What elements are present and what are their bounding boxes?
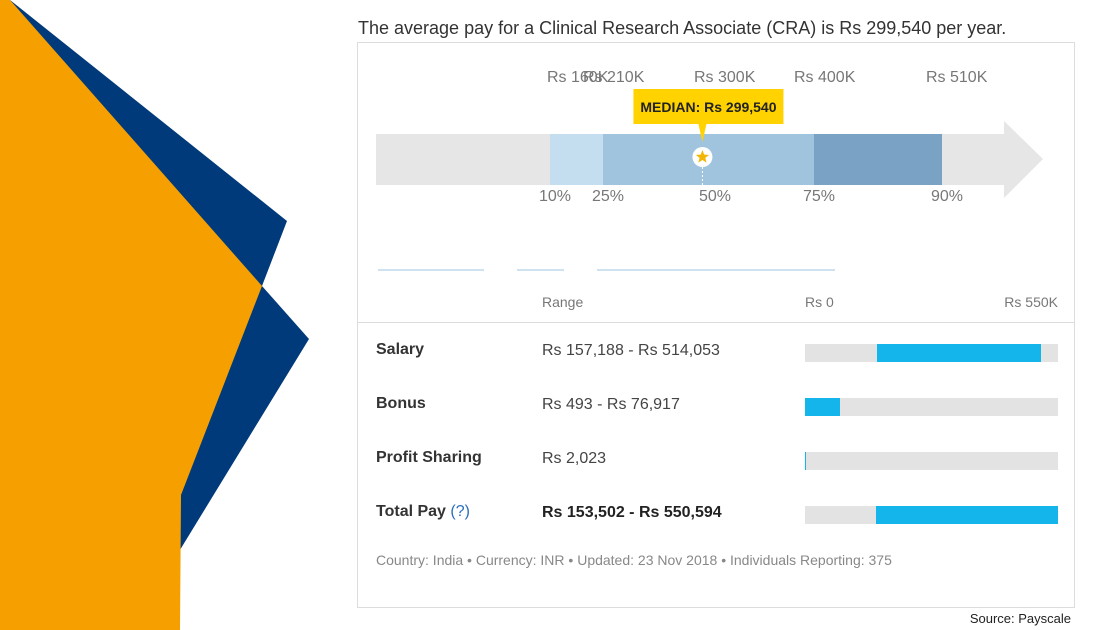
percentile-band-75-90 (814, 134, 942, 185)
source-credit: Source: Payscale (969, 611, 1071, 626)
row-label-salary: Salary (376, 341, 425, 358)
bar-track-profit-sharing (805, 452, 1058, 470)
percentile-chart: Rs 160K 10% Rs 210K 25% Rs 300K 50% Rs 400K 75%… (376, 69, 1043, 271)
total-pay-label: Total Pay (376, 503, 446, 520)
footnote: Country: India • Currency: INR • Updated… (376, 552, 892, 568)
decorative-shapes (0, 0, 309, 630)
row-label-profit-sharing: Profit Sharing (376, 449, 482, 466)
bar-track-bonus (805, 398, 1058, 416)
orange-shape (0, 0, 262, 630)
percentile-label-50: 50% (699, 188, 731, 205)
row-label-total-pay: Total Pay (?) (376, 503, 470, 521)
col-header-range: Range (542, 294, 584, 310)
salary-card: Rs 160K 10% Rs 210K 25% Rs 300K 50% Rs 400K 75%… (357, 42, 1075, 608)
value-label-90: Rs 510K (926, 69, 988, 86)
row-range-profit-sharing: Rs 2,023 (542, 450, 607, 467)
divider (358, 322, 1074, 323)
row-range-salary: Rs 157,188 - Rs 514,053 (542, 342, 720, 359)
row-range-bonus: Rs 493 - Rs 76,917 (542, 396, 680, 413)
bar-track-salary (805, 344, 1058, 362)
median-label: MEDIAN: Rs 299,540 (640, 99, 776, 115)
percentile-band-25-50 (603, 134, 710, 185)
row-range-total-pay: Rs 153,502 - Rs 550,594 (542, 504, 722, 521)
value-label-25: Rs 210K (583, 69, 645, 86)
value-label-10: Rs 160K (547, 69, 609, 86)
row-label-bonus: Bonus (376, 395, 426, 412)
bar-track-total-pay (805, 506, 1058, 524)
median-tooltip-pointer (698, 124, 707, 142)
bar-fill-total-pay (875, 506, 1058, 524)
bar-fill-bonus (805, 398, 841, 416)
percentile-label-75: 75% (803, 188, 835, 205)
percentile-band-50-75 (710, 134, 814, 185)
median-tooltip (633, 89, 784, 124)
headline: The average pay for a Clinical Research … (358, 18, 1007, 38)
col-header-min: Rs 0 (805, 294, 834, 310)
bar-fill-profit-sharing (805, 452, 806, 470)
star-icon (695, 150, 710, 163)
value-label-50: Rs 300K (694, 69, 756, 86)
bar-fill-salary (877, 344, 1042, 362)
percentile-label-90: 90% (931, 188, 963, 205)
percentile-band-10-25 (550, 134, 603, 185)
col-header-max: Rs 550K (1004, 294, 1058, 310)
percentile-label-25: 25% (592, 188, 624, 205)
value-label-75: Rs 400K (794, 69, 856, 86)
percentile-label-10: 10% (539, 188, 571, 205)
help-link[interactable]: (?) (450, 503, 470, 520)
